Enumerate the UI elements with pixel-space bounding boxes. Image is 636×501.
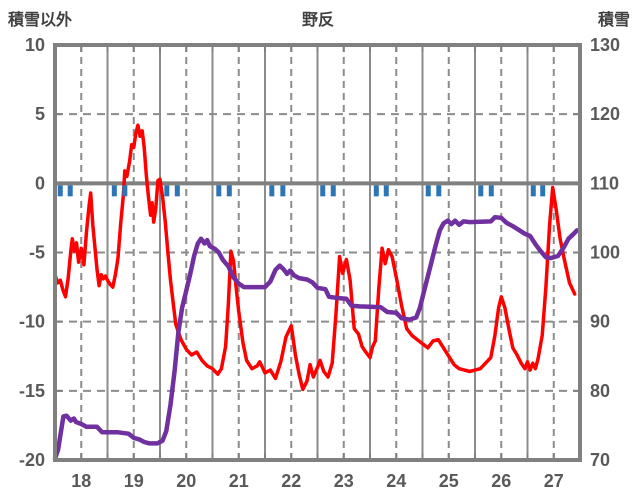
- plot-border: [53, 43, 582, 462]
- svg-text:120: 120: [590, 104, 620, 124]
- svg-text:24: 24: [386, 471, 406, 491]
- svg-text:130: 130: [590, 35, 620, 55]
- svg-text:25: 25: [439, 471, 459, 491]
- svg-text:0: 0: [35, 173, 45, 193]
- svg-text:-5: -5: [29, 243, 45, 263]
- svg-text:22: 22: [281, 471, 301, 491]
- temperature-line: [53, 123, 577, 392]
- snow-depth-line: [52, 214, 580, 461]
- svg-text:23: 23: [334, 471, 354, 491]
- precipitation-ticks: [57, 185, 546, 197]
- left-axis-title: 積雪以外: [8, 12, 73, 29]
- chart-title: 野反: [301, 12, 334, 29]
- svg-text:100: 100: [590, 243, 620, 263]
- svg-text:20: 20: [176, 471, 196, 491]
- svg-text:10: 10: [25, 35, 45, 55]
- svg-text:26: 26: [491, 471, 511, 491]
- svg-text:18: 18: [71, 471, 91, 491]
- svg-text:-10: -10: [19, 312, 45, 332]
- axis-tick-labels: 10 5 0 -5 -10 -15 -20 130 120 110 100 90 80 70 18 19 20 2…: [19, 35, 620, 491]
- horizontal-gridlines: [55, 113, 580, 392]
- right-axis-title: 積雪: [597, 12, 630, 29]
- svg-text:80: 80: [590, 381, 610, 401]
- svg-text:-20: -20: [19, 450, 45, 470]
- svg-text:70: 70: [590, 450, 610, 470]
- vertical-gridlines: [80, 45, 555, 460]
- svg-text:19: 19: [124, 471, 144, 491]
- svg-text:27: 27: [544, 471, 564, 491]
- svg-text:21: 21: [229, 471, 249, 491]
- svg-text:5: 5: [35, 104, 45, 124]
- svg-text:110: 110: [590, 173, 619, 193]
- svg-text:-15: -15: [19, 381, 45, 401]
- svg-text:90: 90: [590, 312, 610, 332]
